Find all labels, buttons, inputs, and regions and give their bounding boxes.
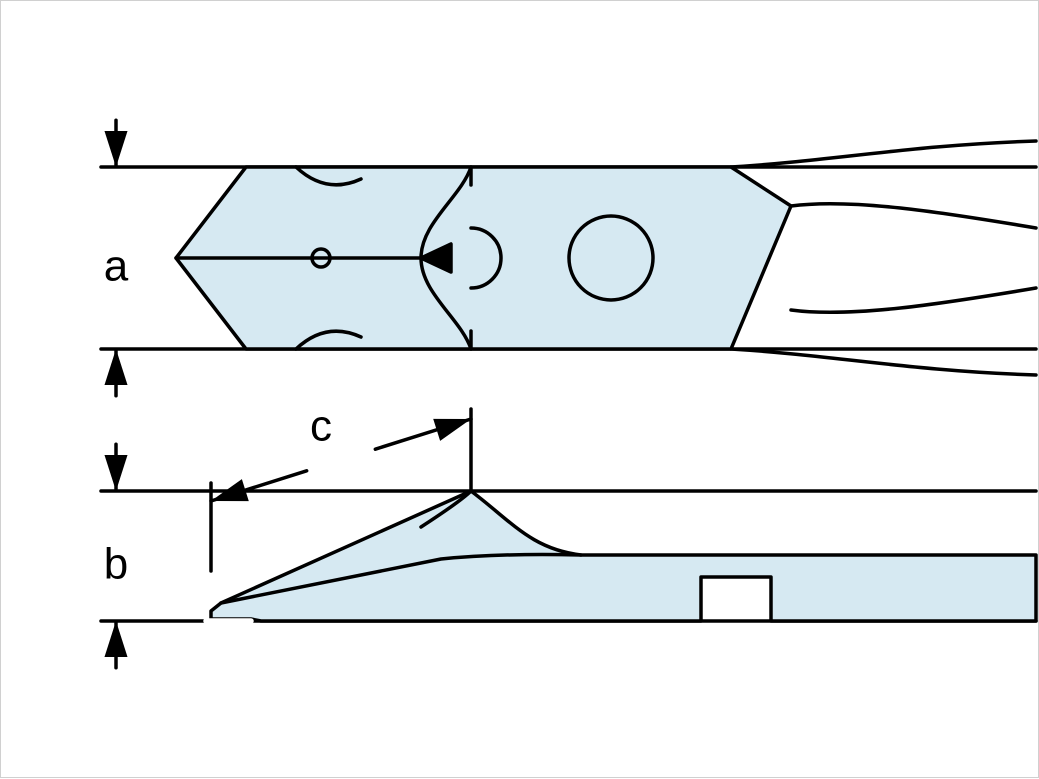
handle-lower-inner	[791, 288, 1036, 312]
dimension-label-c: c	[310, 402, 332, 451]
side-view-body	[211, 491, 1036, 621]
dimension-label-a: a	[104, 242, 129, 291]
handle-upper-inner	[791, 204, 1036, 228]
handle-upper-outer	[731, 141, 1036, 167]
handle-lower-outer	[731, 349, 1036, 375]
diagram-frame: a b c	[0, 0, 1039, 778]
technical-drawing-svg: a b c	[1, 1, 1039, 779]
dimension-label-b: b	[104, 540, 128, 589]
